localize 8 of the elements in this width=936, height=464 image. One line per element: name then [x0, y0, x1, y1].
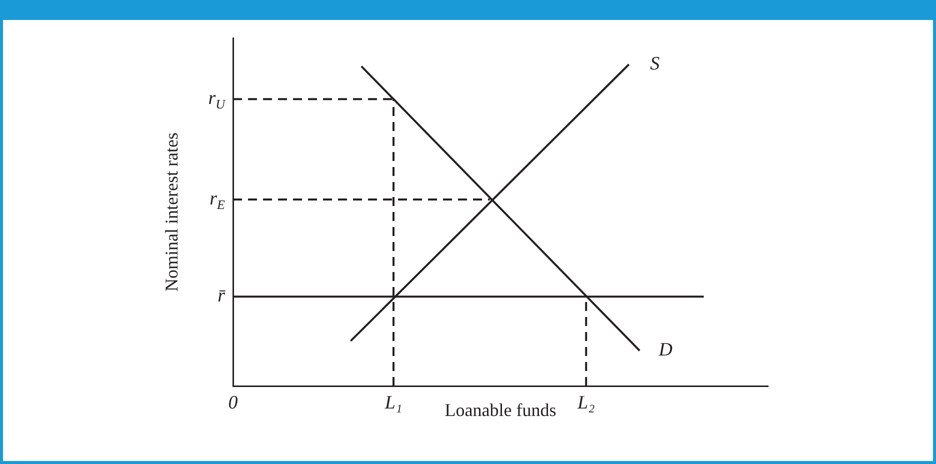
y-axis-title: Nominal interest rates — [162, 132, 182, 292]
x-axis-title: Loanable funds — [444, 400, 556, 420]
x-tick-label: L₂ — [576, 392, 596, 414]
x-tick-label: L₁ — [384, 392, 402, 414]
series-label: S — [650, 53, 660, 74]
series-label: r̄ — [218, 286, 226, 307]
x-tick-label: 0 — [228, 392, 238, 414]
series-label: D — [658, 340, 673, 361]
